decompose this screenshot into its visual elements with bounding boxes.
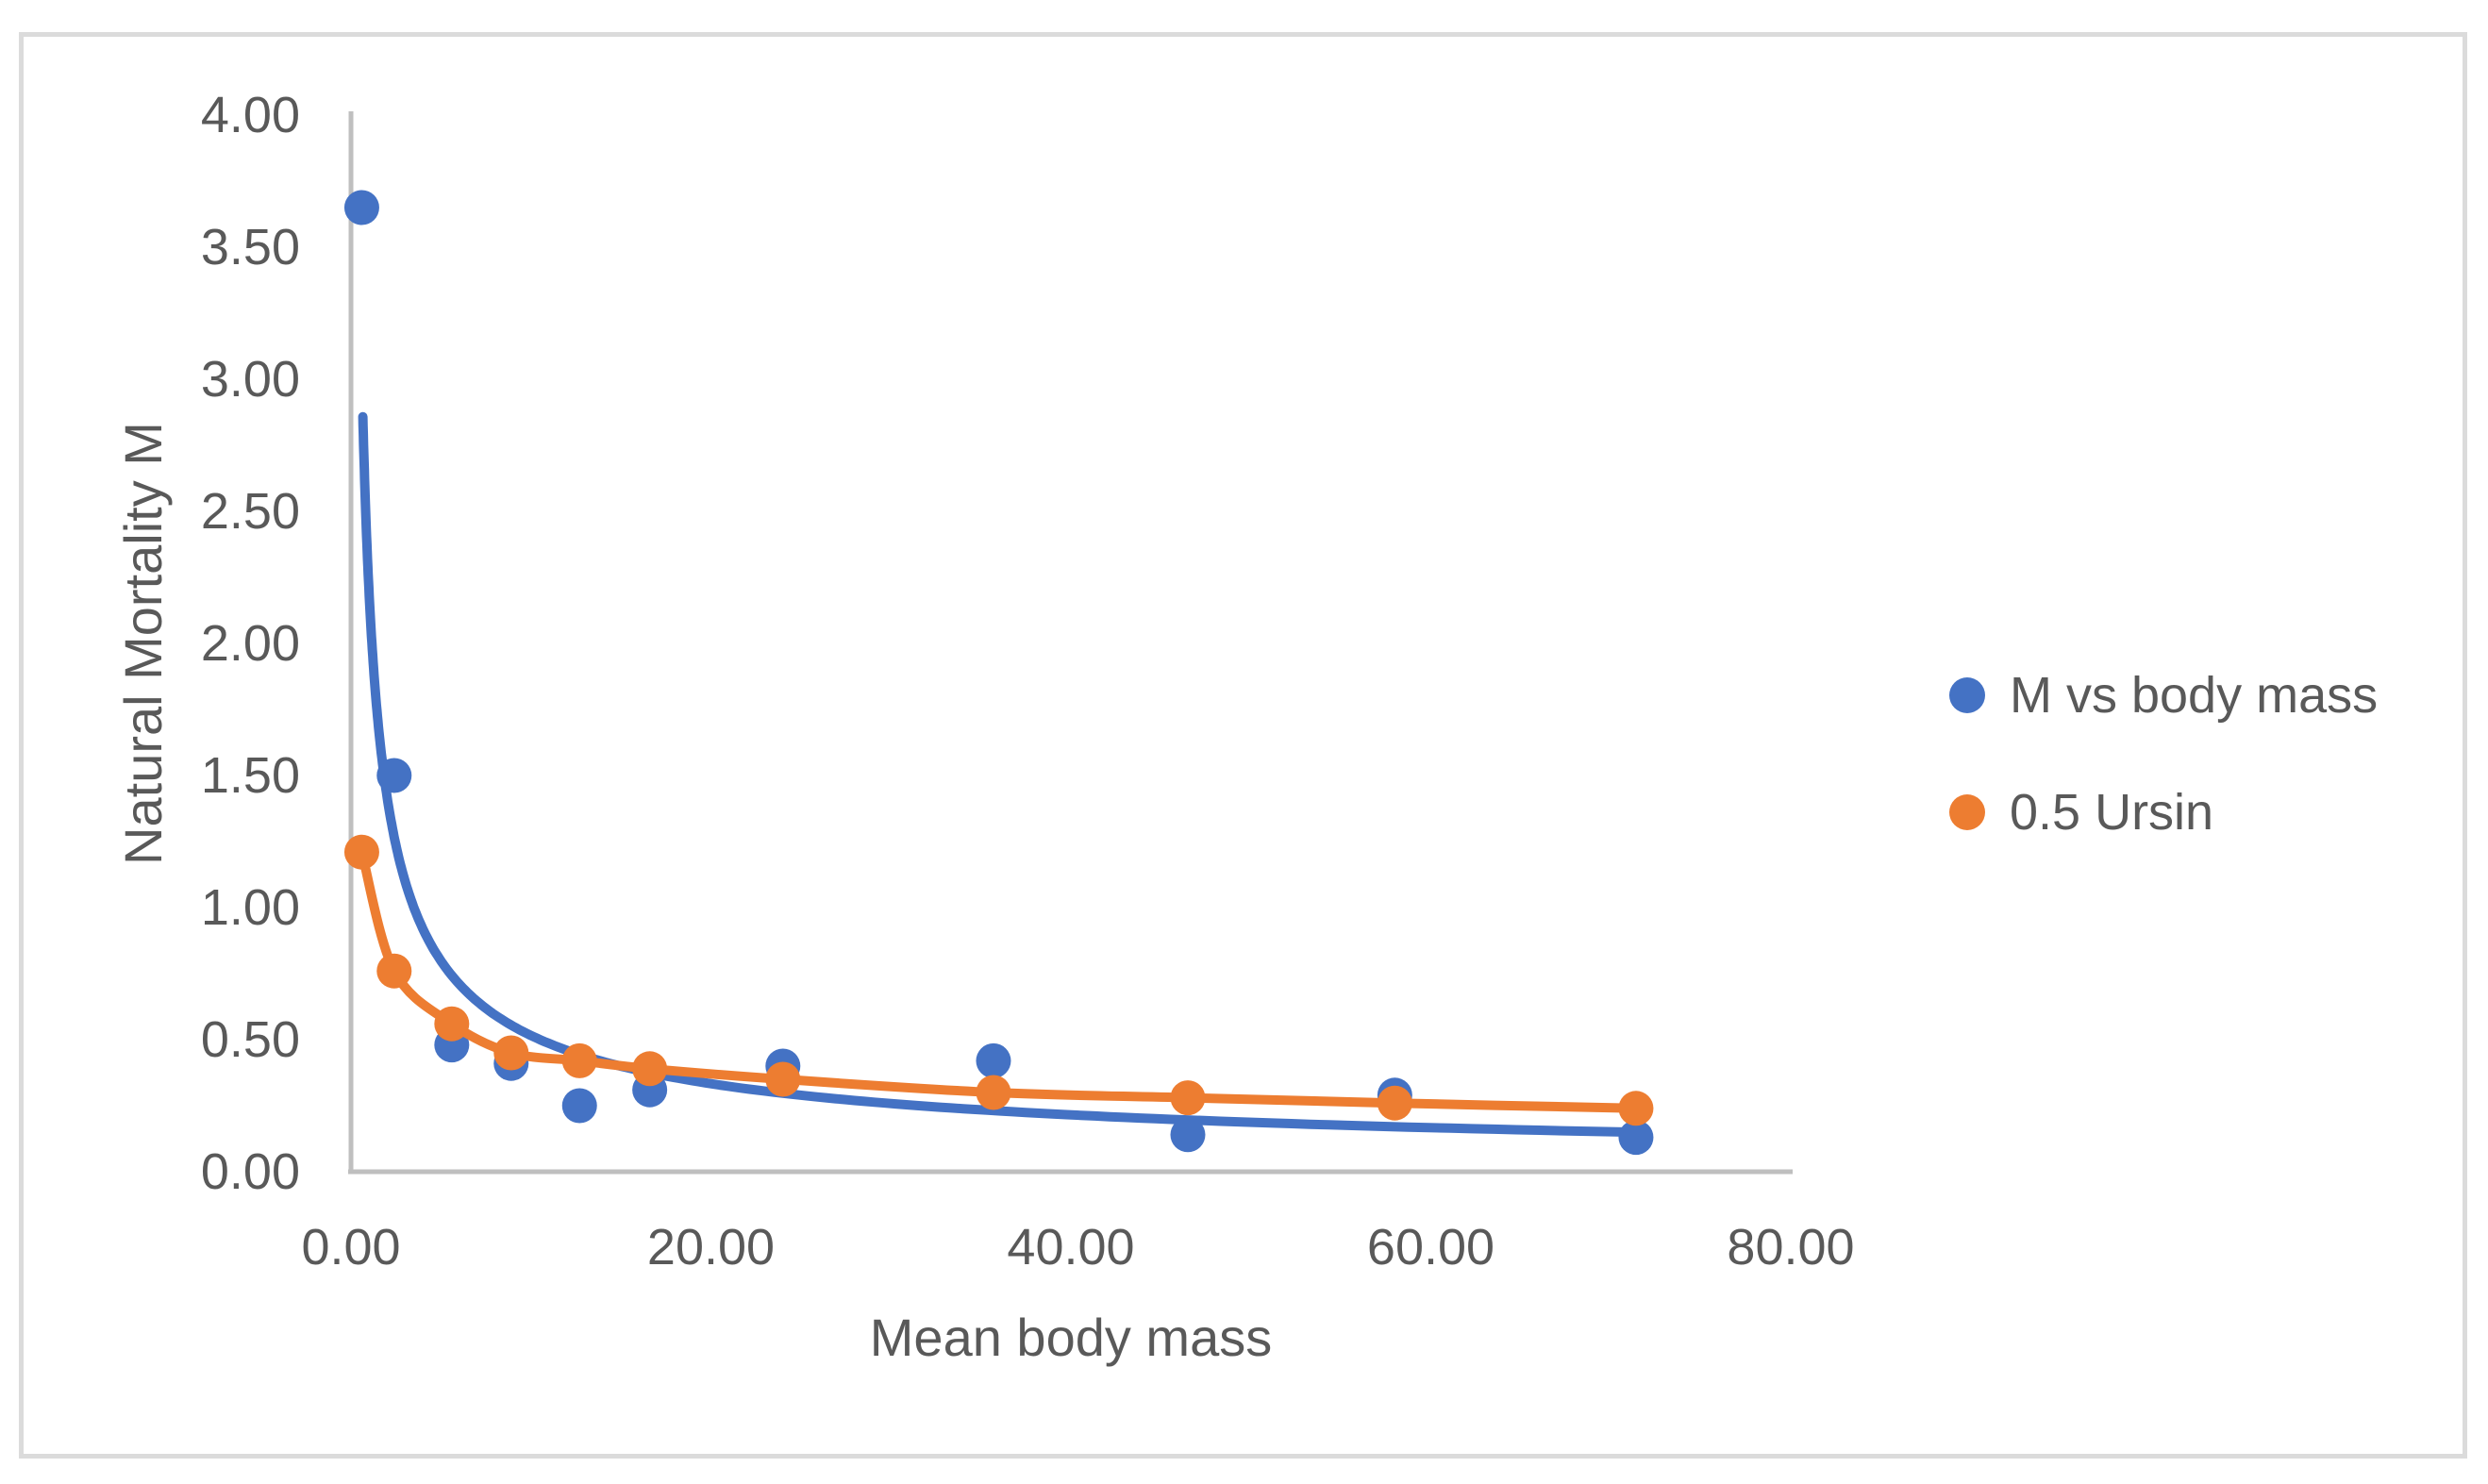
legend-item-0-5-ursin: 0.5 Ursin — [1949, 779, 2378, 845]
legend-item-m-vs-body-mass: M vs body mass — [1949, 662, 2378, 728]
legend-marker-orange-circle-icon — [1949, 794, 1985, 830]
data-point-0-5-ursin — [632, 1051, 668, 1087]
data-point-m-vs-body-mass — [561, 1088, 597, 1124]
trendline-m-vs-body-mass — [358, 411, 1641, 1138]
y-tick-label: 0.50 — [200, 1011, 300, 1068]
data-point-0-5-ursin — [376, 953, 412, 989]
y-tick-label: 2.00 — [200, 615, 300, 672]
x-tick-label: 40.00 — [1007, 1219, 1135, 1276]
y-tick-label: 1.50 — [200, 747, 300, 804]
legend-label: 0.5 Ursin — [2010, 784, 2214, 841]
data-point-0-5-ursin — [976, 1075, 1011, 1110]
legend: M vs body mass 0.5 Ursin — [1949, 662, 2378, 845]
y-tick-label: 0.00 — [200, 1143, 300, 1200]
legend-marker-blue-circle-icon — [1949, 677, 1985, 713]
x-axis-title: Mean body mass — [869, 1308, 1273, 1367]
y-tick-label: 3.50 — [200, 219, 300, 275]
data-point-0-5-ursin — [561, 1042, 597, 1078]
y-tick-label: 4.00 — [200, 87, 300, 143]
data-point-m-vs-body-mass — [343, 190, 379, 225]
y-tick-label: 2.50 — [200, 483, 300, 540]
data-point-0-5-ursin — [1377, 1085, 1412, 1121]
y-tick-label: 1.00 — [200, 879, 300, 936]
x-tick-label: 60.00 — [1366, 1219, 1495, 1276]
legend-label: M vs body mass — [2010, 667, 2379, 724]
data-point-0-5-ursin — [1170, 1080, 1206, 1116]
data-point-m-vs-body-mass — [1170, 1117, 1206, 1153]
chart-border-frame — [19, 32, 2467, 1459]
y-tick-label: 3.00 — [200, 351, 300, 408]
data-point-0-5-ursin — [493, 1035, 529, 1071]
x-tick-label: 0.00 — [301, 1219, 401, 1276]
data-point-0-5-ursin — [343, 834, 379, 870]
data-point-0-5-ursin — [434, 1006, 470, 1042]
data-point-0-5-ursin — [1618, 1091, 1654, 1126]
x-tick-label: 20.00 — [646, 1219, 776, 1276]
y-axis-title: Natural Mortality M — [113, 422, 173, 865]
x-tick-label: 80.00 — [1727, 1219, 1855, 1276]
data-point-m-vs-body-mass — [976, 1042, 1011, 1078]
data-point-0-5-ursin — [765, 1061, 801, 1097]
